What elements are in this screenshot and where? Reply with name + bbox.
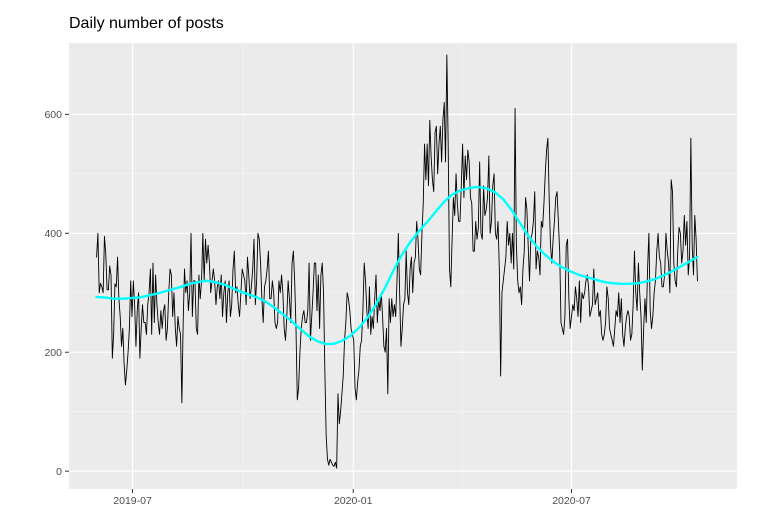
x-tick-label: 2019-07 xyxy=(113,495,152,507)
plot-panel xyxy=(69,43,737,489)
chart-title: Daily number of posts xyxy=(69,15,224,32)
major-grid xyxy=(69,43,737,489)
series-layer xyxy=(95,54,699,469)
y-tick-label: 400 xyxy=(44,228,62,240)
x-tick-label: 2020-01 xyxy=(334,495,373,507)
axis-labels: 0 200 400 600 2019-07 2020-01 2020-07 xyxy=(44,109,590,507)
series-line-smooth xyxy=(95,185,699,346)
series-line-raw xyxy=(96,54,698,469)
y-tick-label: 0 xyxy=(56,466,62,478)
y-tick-label: 600 xyxy=(44,109,62,121)
axis-ticks xyxy=(65,113,572,493)
y-tick-label: 200 xyxy=(44,347,62,359)
minor-grid xyxy=(69,43,737,489)
x-tick-label: 2020-07 xyxy=(552,495,591,507)
